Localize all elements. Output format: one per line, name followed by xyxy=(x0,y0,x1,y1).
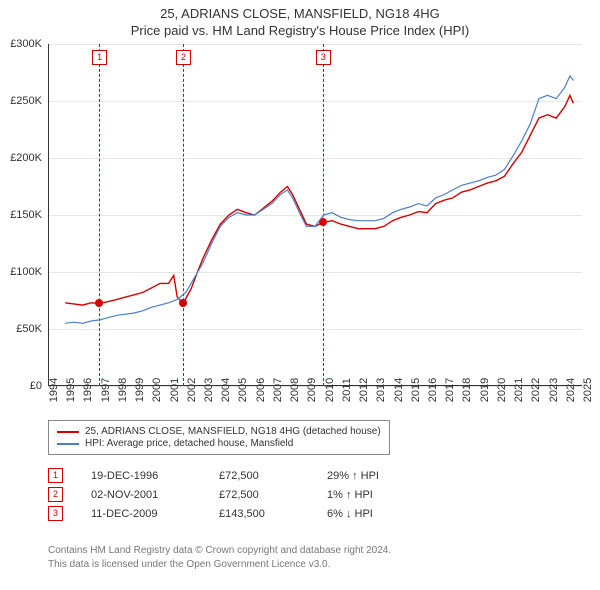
sale-hpi-delta: 29% ↑ HPI xyxy=(327,470,379,482)
sale-row-marker: 1 xyxy=(48,468,63,483)
sale-price: £143,500 xyxy=(219,508,299,520)
y-axis-tick-label: £200K xyxy=(4,152,42,164)
sale-date: 19-DEC-1996 xyxy=(91,470,191,482)
y-axis-tick-label: £50K xyxy=(4,323,42,335)
sales-table: 1 19-DEC-1996 £72,500 29% ↑ HPI 2 02-NOV-2001… xyxy=(48,464,379,525)
sale-row-marker: 3 xyxy=(48,506,63,521)
y-axis-tick-label: £300K xyxy=(4,38,42,50)
attribution-line-2: This data is licensed under the Open Gov… xyxy=(48,558,391,572)
legend-item: 25, ADRIANS CLOSE, MANSFIELD, NG18 4HG (… xyxy=(57,426,381,437)
attribution-line-1: Contains HM Land Registry data © Crown c… xyxy=(48,544,391,558)
legend-label: 25, ADRIANS CLOSE, MANSFIELD, NG18 4HG (… xyxy=(85,426,381,437)
sale-hpi-delta: 1% ↑ HPI xyxy=(327,489,373,501)
sale-hpi-delta: 6% ↓ HPI xyxy=(327,508,373,520)
legend-swatch xyxy=(57,431,79,433)
chart-plot-area: £0£50K£100K£150K£200K£250K£300K199419951… xyxy=(48,44,582,386)
y-axis-tick-label: £150K xyxy=(4,209,42,221)
legend-label: HPI: Average price, detached house, Mans… xyxy=(85,438,293,449)
sale-row: 1 19-DEC-1996 £72,500 29% ↑ HPI xyxy=(48,468,379,483)
chart-legend: 25, ADRIANS CLOSE, MANSFIELD, NG18 4HG (… xyxy=(48,420,390,455)
chart-title-2: Price paid vs. HM Land Registry's House … xyxy=(0,21,600,38)
sale-price: £72,500 xyxy=(219,489,299,501)
y-axis-tick-label: £250K xyxy=(4,95,42,107)
series-line xyxy=(65,95,573,305)
sale-date: 02-NOV-2001 xyxy=(91,489,191,501)
y-axis-tick-label: £100K xyxy=(4,266,42,278)
sale-row-marker: 2 xyxy=(48,487,63,502)
legend-swatch xyxy=(57,443,79,445)
sale-row: 3 11-DEC-2009 £143,500 6% ↓ HPI xyxy=(48,506,379,521)
chart-title-1: 25, ADRIANS CLOSE, MANSFIELD, NG18 4HG xyxy=(0,0,600,21)
legend-item: HPI: Average price, detached house, Mans… xyxy=(57,438,381,449)
sale-price: £72,500 xyxy=(219,470,299,482)
attribution-text: Contains HM Land Registry data © Crown c… xyxy=(48,544,391,572)
series-svg xyxy=(48,44,582,386)
figure-container: { "title_line1": "25, ADRIANS CLOSE, MAN… xyxy=(0,0,600,590)
sale-date: 11-DEC-2009 xyxy=(91,508,191,520)
sale-row: 2 02-NOV-2001 £72,500 1% ↑ HPI xyxy=(48,487,379,502)
series-line xyxy=(65,76,573,323)
y-axis-tick-label: £0 xyxy=(4,380,42,392)
